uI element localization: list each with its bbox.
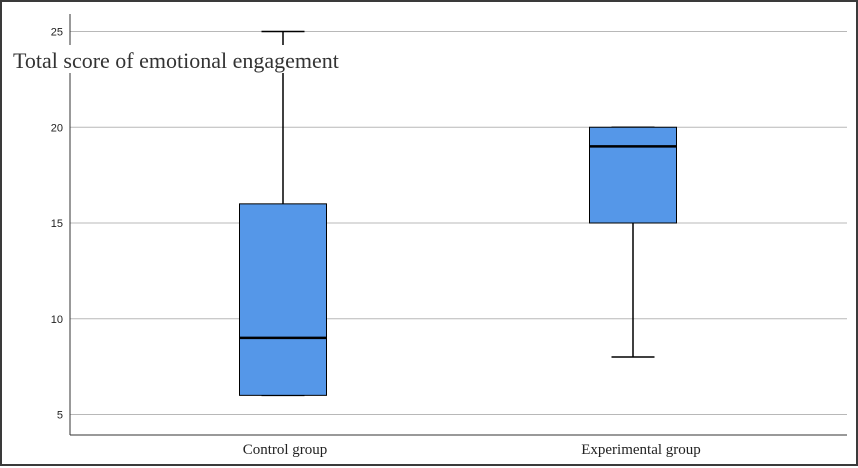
box-experimental-group xyxy=(589,126,677,358)
y-tick-label-10: 10 xyxy=(51,314,63,326)
axes xyxy=(69,14,847,436)
tick-labels: 5 10 15 20 25 Control group Experimental group xyxy=(51,27,701,459)
iqr-box xyxy=(589,126,677,224)
y-tick-label-25: 25 xyxy=(51,27,63,39)
grid-lines xyxy=(70,31,847,415)
y-tick-label-5: 5 xyxy=(57,410,63,422)
box-control-group xyxy=(239,30,327,397)
title-background xyxy=(10,45,380,73)
chart-title: Total score of emotional engagement xyxy=(13,48,339,73)
y-tick-label-15: 15 xyxy=(51,218,63,230)
x-category-label-experimental-group: Experimental group xyxy=(581,442,701,458)
iqr-box xyxy=(239,203,327,396)
box-series xyxy=(239,30,677,397)
y-tick-label-20: 20 xyxy=(51,122,63,134)
x-category-label-control-group: Control group xyxy=(243,442,328,458)
